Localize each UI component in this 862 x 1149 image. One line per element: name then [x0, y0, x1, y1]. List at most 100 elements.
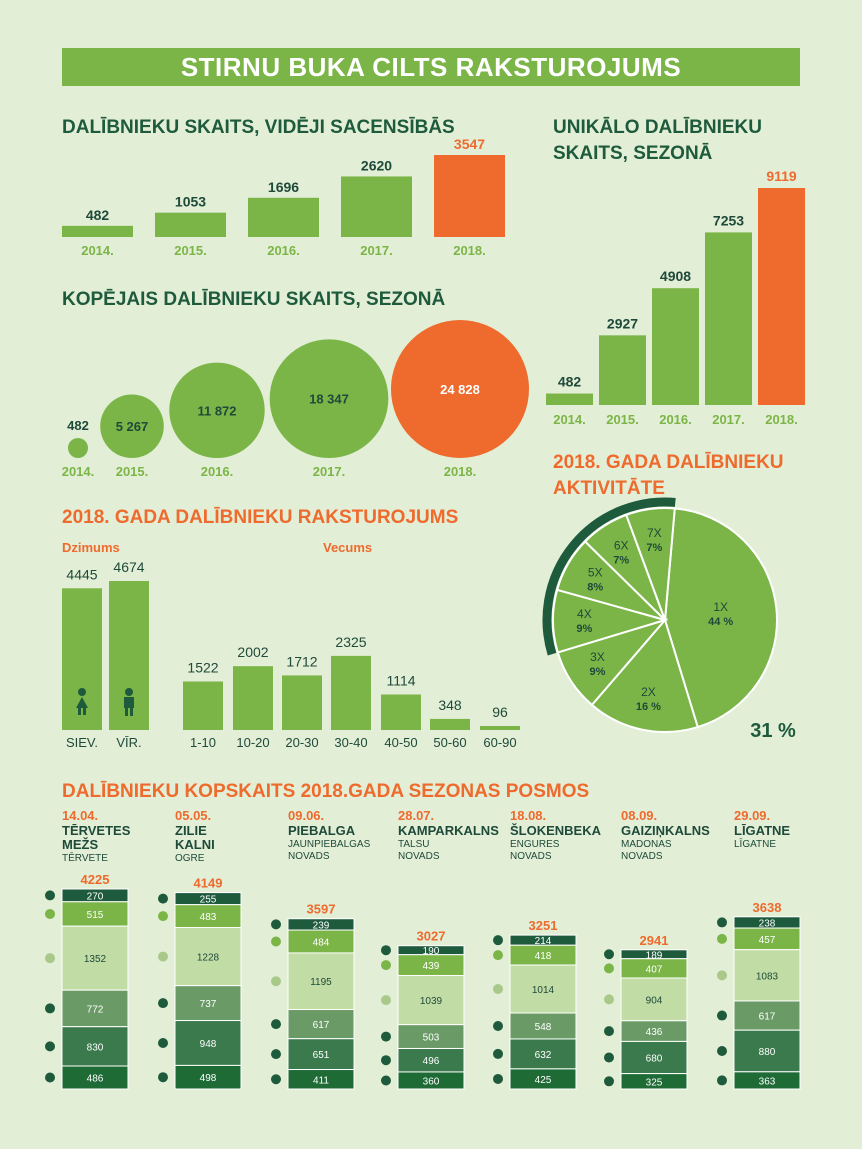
segment-label: 772 — [87, 1004, 104, 1015]
hare-icon — [493, 984, 503, 995]
stage-name: KALNI — [175, 837, 215, 852]
highlight-arc — [542, 497, 676, 656]
bar-segment — [174, 1064, 242, 1090]
data-label: 1114 — [386, 672, 415, 688]
segment-label: 651 — [313, 1050, 330, 1061]
stage-place: JAUNPIEBALGAS — [288, 839, 371, 850]
stage-place: TALSU — [398, 839, 430, 850]
data-label: 1053 — [175, 194, 206, 210]
deer-icon — [604, 963, 614, 974]
bear-icon — [381, 1075, 391, 1086]
bar-segment — [397, 1071, 465, 1090]
data-label: 96 — [492, 704, 508, 720]
bar-segment — [733, 1071, 801, 1090]
segment-label: 238 — [759, 918, 776, 929]
highlight-label: 31 % — [750, 720, 796, 742]
bar-segment — [61, 1026, 129, 1067]
bar — [652, 288, 699, 405]
boar-icon — [717, 917, 727, 928]
bar — [248, 197, 319, 237]
runner-icon — [45, 1041, 55, 1052]
bar-segment — [174, 927, 242, 987]
runner-icon — [604, 1052, 614, 1063]
boar-icon — [493, 935, 503, 946]
bear-icon — [493, 1073, 503, 1084]
bar-segment — [287, 1069, 355, 1090]
tick-label: 30-40 — [334, 735, 367, 750]
stage-total: 3027 — [417, 929, 446, 944]
slice-label: 1X — [713, 600, 728, 614]
stage-date: 18.08. — [510, 808, 546, 823]
slice-label: 5X — [588, 566, 603, 580]
squirrel-icon — [717, 1010, 727, 1021]
data-label: 2620 — [361, 157, 392, 173]
stage-name: ZILIE — [175, 823, 207, 838]
bar-segment — [509, 1012, 577, 1040]
segment-label: 1039 — [420, 996, 443, 1007]
chart-title: KOPĒJAIS DALĪBNIEKU SKAITS, SEZONĀ — [62, 289, 445, 310]
stage-total: 3597 — [307, 902, 336, 917]
bar-segment — [733, 949, 801, 1002]
bubble — [269, 339, 389, 458]
bar — [233, 666, 273, 730]
data-label: 482 — [67, 418, 89, 433]
bear-icon — [271, 1074, 281, 1085]
tick-label: 2014. — [553, 412, 586, 427]
segment-label: 189 — [646, 950, 663, 961]
stage-date: 08.09. — [621, 808, 657, 823]
bar — [381, 694, 421, 730]
tick-label: 2015. — [116, 464, 149, 479]
deer-icon — [158, 911, 168, 922]
tick-label: 2016. — [659, 412, 692, 427]
tick-label: 2017. — [313, 464, 346, 479]
data-label: 11 872 — [197, 403, 236, 418]
segment-label: 1195 — [310, 977, 332, 988]
runner-icon — [158, 1037, 168, 1048]
slice-value: 9% — [589, 666, 605, 678]
tick-label: 50-60 — [433, 735, 466, 750]
stage-place: NOVADS — [510, 851, 552, 862]
data-label: 482 — [86, 207, 110, 223]
segment-label: 1352 — [84, 954, 107, 965]
slice-value: 7% — [613, 554, 629, 566]
stage-place: TĒRVETE — [62, 852, 108, 864]
squirrel-icon — [271, 1019, 281, 1030]
runner-icon — [381, 1055, 391, 1066]
stage-total: 3251 — [529, 918, 558, 933]
stage-name: LĪGATNE — [734, 823, 790, 838]
bar — [758, 188, 805, 405]
segment-label: 418 — [535, 951, 552, 962]
data-label: 2002 — [237, 644, 268, 660]
tick-label: 10-20 — [236, 735, 269, 750]
chart-title-line: AKTIVITĀTE — [553, 478, 665, 499]
squirrel-icon — [158, 998, 168, 1009]
runner-icon — [717, 1045, 727, 1056]
bar — [331, 655, 371, 730]
slice-label: 2X — [641, 685, 656, 699]
chart-title: DALĪBNIEKU SKAITS, VIDĒJI SACENSĪBĀS — [62, 117, 455, 138]
stage-total: 2941 — [640, 933, 669, 948]
segment-label: 496 — [423, 1056, 440, 1067]
tick-label: 2018. — [444, 464, 477, 479]
pie-slice — [590, 617, 699, 733]
tick-label: 2018. — [453, 243, 486, 258]
slice-value: 44 % — [708, 616, 733, 628]
hare-icon — [158, 951, 168, 962]
runner-icon — [271, 1049, 281, 1060]
tick-label: 2017. — [360, 243, 393, 258]
segment-label: 411 — [313, 1075, 329, 1086]
data-label: 4908 — [660, 268, 691, 284]
title-banner: STIRNU BUKA CILTS RAKSTUROJUMS — [62, 48, 800, 86]
stages-chart: DALĪBNIEKU KOPSKAITS 2018.GADA SEZONAS P… — [45, 781, 801, 1090]
segment-label: 325 — [646, 1077, 663, 1088]
bar — [183, 681, 223, 730]
segment-label: 632 — [535, 1050, 552, 1061]
stage-place: NOVADS — [398, 851, 440, 862]
data-label: 18 347 — [309, 392, 349, 407]
segment-label: 436 — [646, 1027, 663, 1038]
segment-label: 360 — [423, 1076, 440, 1087]
segment-label: 425 — [535, 1075, 552, 1086]
segment-label: 948 — [200, 1039, 217, 1050]
tick-label: SIEV. — [66, 735, 98, 750]
